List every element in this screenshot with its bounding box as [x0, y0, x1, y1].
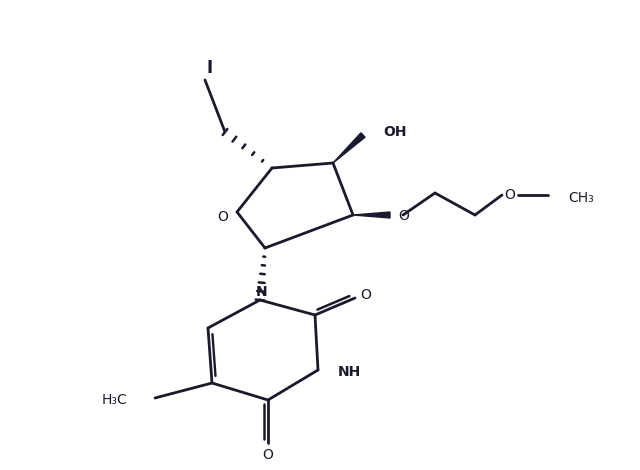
Text: O: O	[262, 448, 273, 462]
Text: NH: NH	[338, 365, 361, 379]
Text: N: N	[256, 285, 268, 299]
Polygon shape	[353, 212, 390, 218]
Text: O: O	[360, 288, 371, 302]
Text: O: O	[504, 188, 515, 202]
Polygon shape	[333, 133, 365, 163]
Text: O: O	[398, 209, 409, 223]
Text: I: I	[207, 59, 213, 77]
Text: OH: OH	[383, 125, 406, 139]
Text: O: O	[218, 210, 228, 224]
Text: H₃C: H₃C	[101, 393, 127, 407]
Text: CH₃: CH₃	[568, 191, 594, 205]
